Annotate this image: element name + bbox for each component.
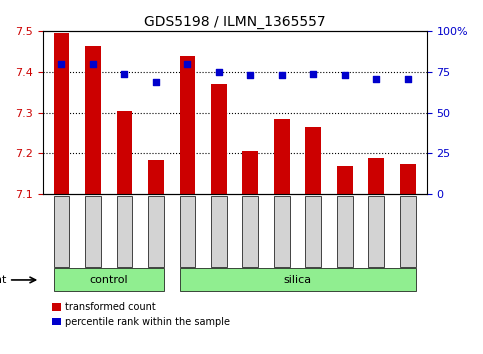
Bar — [52, 303, 61, 311]
Bar — [305, 196, 321, 267]
Bar — [52, 318, 61, 325]
Text: percentile rank within the sample: percentile rank within the sample — [65, 316, 230, 326]
Bar — [85, 196, 101, 267]
Point — [246, 73, 254, 78]
Bar — [337, 196, 353, 267]
Bar — [180, 196, 195, 267]
Point — [89, 61, 97, 67]
Bar — [116, 111, 132, 194]
Bar — [274, 119, 290, 194]
Bar — [180, 268, 416, 291]
Point — [341, 73, 349, 78]
Bar — [400, 164, 416, 194]
Bar — [400, 196, 416, 267]
Bar — [211, 84, 227, 194]
Point — [404, 76, 412, 81]
Point — [278, 73, 286, 78]
Text: silica: silica — [284, 275, 312, 285]
Bar — [337, 166, 353, 194]
Bar — [54, 33, 70, 194]
Bar — [305, 127, 321, 194]
Point — [184, 61, 191, 67]
Text: agent: agent — [0, 275, 6, 285]
Bar — [274, 196, 290, 267]
Point — [215, 69, 223, 75]
Bar — [116, 196, 132, 267]
Bar — [54, 268, 164, 291]
Point — [372, 76, 380, 81]
Point — [310, 71, 317, 76]
Bar — [180, 56, 195, 194]
Title: GDS5198 / ILMN_1365557: GDS5198 / ILMN_1365557 — [144, 15, 326, 29]
Point — [121, 71, 128, 76]
Text: transformed count: transformed count — [65, 302, 156, 312]
Bar — [85, 46, 101, 194]
Bar — [54, 196, 70, 267]
Bar — [242, 196, 258, 267]
Bar — [211, 196, 227, 267]
Point — [152, 79, 160, 85]
Bar — [242, 152, 258, 194]
Bar — [369, 158, 384, 194]
Point — [57, 61, 65, 67]
Bar — [148, 196, 164, 267]
Bar — [148, 160, 164, 194]
Text: control: control — [89, 275, 128, 285]
Bar — [369, 196, 384, 267]
